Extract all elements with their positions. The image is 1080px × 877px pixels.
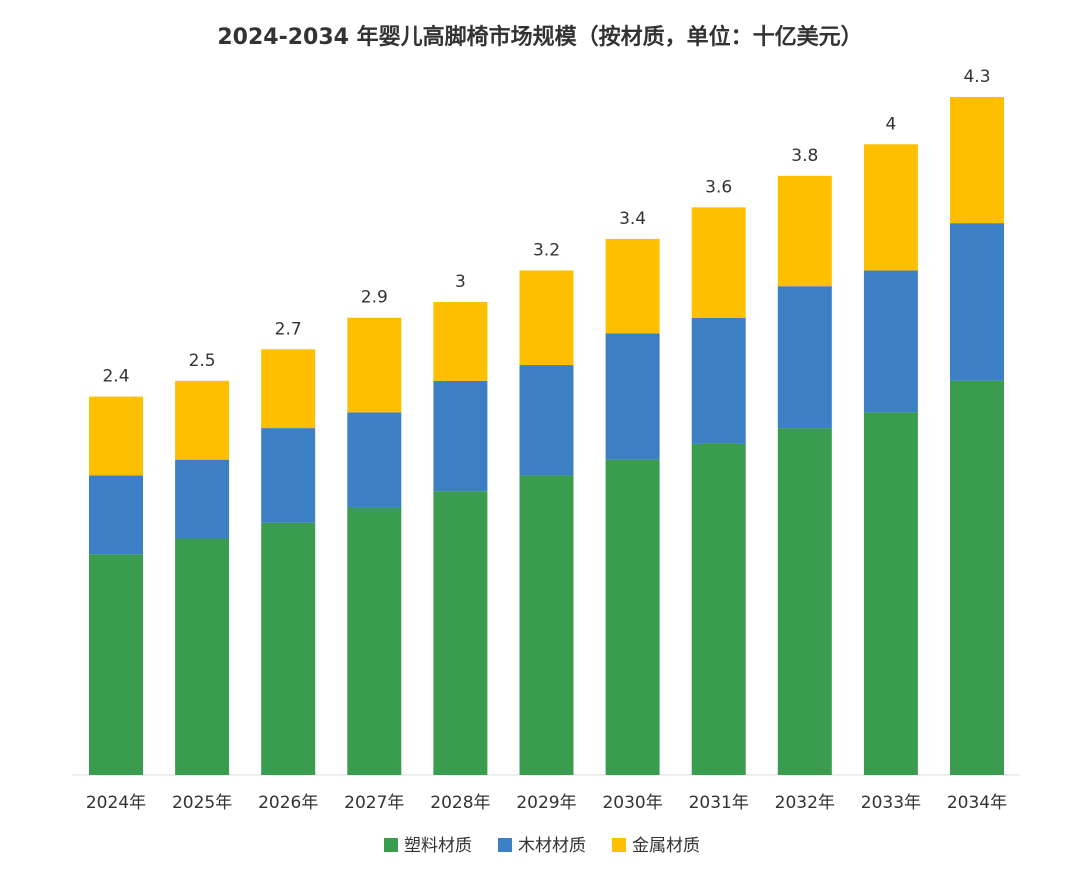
bar-segment [433,301,488,381]
total-label: 3.6 [705,177,732,197]
bar-segment [175,380,230,460]
bar-segment [605,238,660,334]
bar-segment [950,223,1004,381]
bar-segment [89,554,143,775]
total-label: 4 [885,114,896,134]
bar-segment [605,459,660,775]
bar-segment [519,365,574,476]
bar-segment [863,412,918,775]
total-label: 4.3 [963,67,990,87]
x-tick-label: 2028年 [430,793,490,813]
bar-segment [175,459,230,539]
bar-segment [950,380,1004,775]
x-tick-label: 2033年 [861,793,921,813]
legend-label: 木材材质 [518,836,586,856]
x-tick-label: 2031年 [689,793,749,813]
x-tick-label: 2030年 [602,793,662,813]
bar-segment [347,317,402,413]
x-tick-label: 2027年 [344,793,404,813]
total-label: 3.4 [619,209,646,229]
bar-segment [777,286,832,429]
total-label: 3.8 [791,146,818,166]
legend-swatch [384,838,398,852]
chart-title: 2024-2034 年婴儿高脚椅市场规模（按材质，单位：十亿美元） [217,24,862,50]
x-tick-label: 2026年 [258,793,318,813]
total-label: 2.7 [275,319,302,339]
bar-segment [89,396,143,476]
bar-segment [605,333,660,460]
bar-segment [261,428,316,523]
bar-segment [347,412,402,507]
legend-label: 金属材质 [632,836,700,856]
x-tick-label: 2034年 [947,793,1007,813]
x-tick-label: 2032年 [775,793,835,813]
bar-segment [519,475,574,775]
x-tick-label: 2024年 [86,793,146,813]
bar-segment [691,443,746,775]
total-label: 3.2 [533,240,560,260]
total-label: 2.9 [361,288,388,308]
x-tick-label: 2025年 [172,793,232,813]
bar-segment [519,270,574,366]
legend-swatch [498,838,512,852]
bar-segment [175,538,230,775]
bar-segment [691,317,746,444]
bar-segment [777,428,832,775]
legend-swatch [612,838,626,852]
bar-segment [863,270,918,413]
legend-label: 塑料材质 [404,836,472,856]
total-label: 2.4 [102,367,129,387]
bar-segment [433,491,488,775]
bar-segment [89,475,143,555]
total-label: 2.5 [189,351,216,371]
bar-segment [691,207,746,318]
bar-segment [261,349,316,429]
x-tick-label: 2029年 [516,793,576,813]
total-label: 3 [455,272,466,292]
bar-segment [347,506,402,775]
bar-segment [777,175,832,287]
bar-segment [863,144,918,271]
bar-segment [433,380,488,492]
bar-segment [261,522,316,775]
bar-segment [950,97,1004,224]
